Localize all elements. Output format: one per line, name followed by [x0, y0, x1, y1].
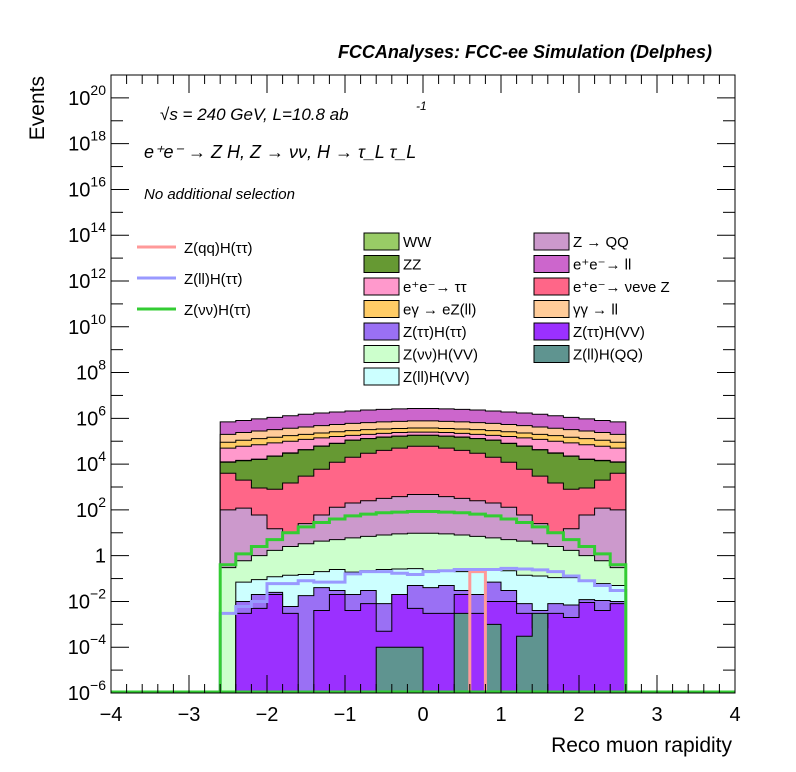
legend-swatch-e-e-ll — [534, 256, 569, 273]
svg-text:√s = 240 GeV, L=10.8 ab: √s = 240 GeV, L=10.8 ab — [160, 105, 349, 124]
x-tick-label: 4 — [729, 704, 740, 726]
legend-label-z-qq-h: Z(qq)H(ττ) — [184, 240, 253, 257]
chart: FCCAnalyses: FCC-ee Simulation (Delphes)… — [0, 0, 796, 772]
y-axis-label: Events — [26, 76, 49, 140]
selection-annotation: No additional selection — [144, 186, 295, 203]
legend-label-z-ll-h-vv: Z(ll)H(VV) — [403, 369, 470, 386]
legend-label-z-ll-h-qq: Z(ll)H(QQ) — [573, 347, 643, 364]
legend-label-ll: γγ → ll — [573, 302, 618, 319]
legend-swatch-ww — [364, 233, 399, 250]
x-tick-label: 1 — [495, 704, 506, 726]
x-tick-label: −4 — [100, 704, 123, 726]
legend-swatch-z-h-vv — [364, 346, 399, 363]
legend-swatch-z-h — [364, 323, 399, 340]
x-tick-label: 3 — [651, 704, 662, 726]
legend-swatch-z-ll-h-qq — [534, 346, 569, 363]
x-tick-label: −3 — [178, 704, 201, 726]
legend-label-e-ez-ll: eγ → eZ(ll) — [403, 302, 476, 319]
legend-swatch-e-e-e-e-z — [534, 278, 569, 295]
legend-swatch-zz — [364, 256, 399, 273]
legend-label-zz: ZZ — [403, 257, 421, 274]
legend-swatch-z-ll-h-vv — [364, 368, 399, 385]
legend-label-z-h-vv: Z(νν)H(VV) — [403, 347, 478, 364]
legend-label-e-e-e-e-z: e⁺e⁻→ νeνe Z — [573, 279, 670, 296]
y-tick-label: 1 — [95, 546, 106, 568]
energy-text: √s = 240 GeV, L=10.8 ab — [160, 105, 349, 124]
legend-label-z-h-vv: Z(ττ)H(VV) — [573, 324, 645, 341]
x-tick-label: 0 — [417, 704, 428, 726]
legend-label-z-h: Z(ττ)H(ττ) — [403, 324, 467, 341]
legend-swatch-e-ez-ll — [364, 301, 399, 318]
legend-swatch-e-e — [364, 278, 399, 295]
chart-title: FCCAnalyses: FCC-ee Simulation (Delphes) — [338, 42, 712, 62]
legend-label-e-e: e⁺e⁻→ ττ — [403, 279, 467, 296]
legend-label-z-h: Z(νν)H(ττ) — [184, 302, 251, 319]
legend-swatch-z-qq — [534, 233, 569, 250]
legend-swatch-ll — [534, 301, 569, 318]
energy-exponent: -1 — [416, 99, 427, 113]
x-tick-label: −1 — [334, 704, 357, 726]
legend-label-z-ll-h: Z(ll)H(ττ) — [184, 271, 243, 288]
legend-label-e-e-ll: e⁺e⁻→ ll — [573, 257, 631, 274]
x-tick-label: −2 — [256, 704, 279, 726]
legend-label-ww: WW — [403, 234, 432, 251]
legend-swatch-z-h-vv — [534, 323, 569, 340]
legend-label-z-qq: Z → QQ — [573, 234, 629, 251]
x-tick-label: 2 — [573, 704, 584, 726]
stack-layer — [220, 408, 626, 693]
process-annotation: e⁺e⁻ → Z H, Z → νν, H → τ_L τ_L — [144, 142, 416, 162]
x-axis-label: Reco muon rapidity — [551, 734, 732, 757]
